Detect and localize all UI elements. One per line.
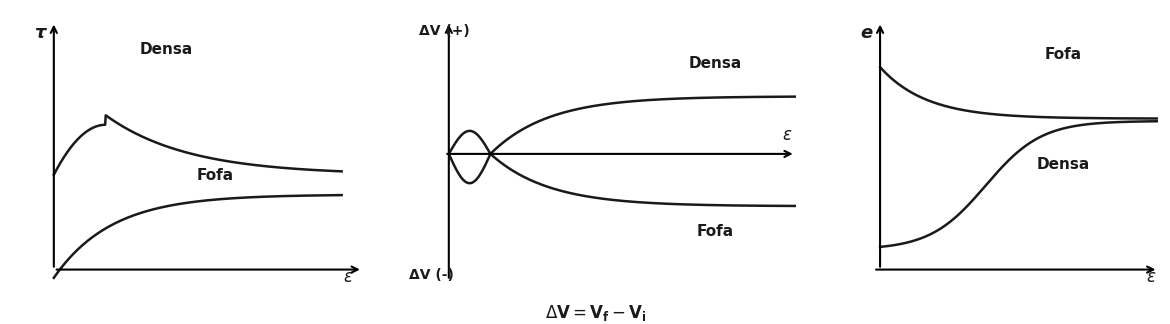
Text: e: e [860, 25, 873, 42]
Text: Fofa: Fofa [697, 224, 734, 238]
Text: Densa: Densa [689, 55, 742, 71]
Text: τ: τ [34, 25, 46, 42]
Text: ε: ε [1145, 268, 1155, 286]
Text: ε: ε [783, 126, 791, 144]
Text: ΔV (-): ΔV (-) [408, 268, 454, 282]
Text: ε: ε [343, 268, 352, 286]
Text: ΔV (+): ΔV (+) [419, 25, 469, 39]
Text: Fofa: Fofa [197, 168, 234, 183]
Text: Fofa: Fofa [1045, 47, 1082, 62]
Text: $\Delta\mathbf{V} = \mathbf{V}_\mathbf{f} - \mathbf{V}_\mathbf{i}$: $\Delta\mathbf{V} = \mathbf{V}_\mathbf{f… [545, 303, 646, 323]
Text: Densa: Densa [1037, 157, 1090, 172]
Text: Densa: Densa [139, 42, 193, 57]
